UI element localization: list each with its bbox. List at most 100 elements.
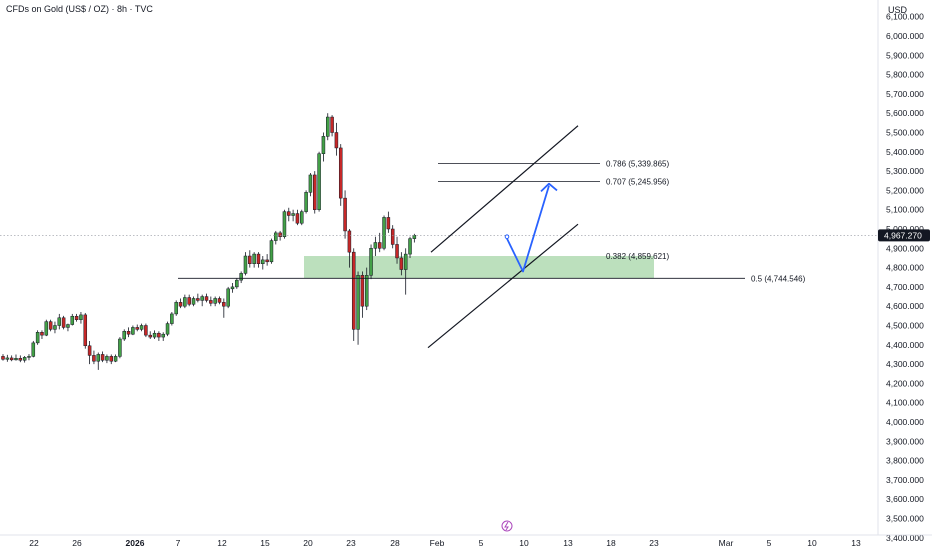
candle-body-down — [126, 331, 131, 335]
candle-body-up — [27, 356, 31, 358]
candle — [157, 331, 161, 341]
candle — [403, 248, 408, 295]
candle — [18, 355, 23, 363]
price-tick-label: 5,800.000 — [886, 70, 924, 80]
candlestick-series — [1, 113, 417, 370]
candle — [390, 225, 395, 249]
price-tick-label: 4,200.000 — [886, 378, 924, 388]
candle-body-up — [5, 357, 10, 360]
candle — [369, 244, 373, 280]
candle-body-up — [300, 211, 304, 224]
current-price-label: 4,967.270 — [884, 230, 922, 240]
candle-body-down — [178, 302, 183, 307]
time-tick-label: 13 — [563, 538, 573, 548]
candle — [295, 209, 300, 226]
candle-body-up — [170, 313, 174, 324]
time-tick-label: 23 — [346, 538, 356, 548]
candle — [87, 340, 92, 365]
candle-body-down — [109, 356, 113, 362]
candle-body-down — [217, 298, 222, 303]
candle — [131, 325, 135, 336]
candle — [61, 315, 66, 330]
time-tick-label: 22 — [29, 538, 39, 548]
support-zone — [304, 256, 654, 279]
candle — [35, 330, 40, 345]
time-tick-label: 18 — [606, 538, 616, 548]
drawing-tools[interactable]: 0.786 (5,339.865) 0.707 (5,245.956) 0.382 … — [0, 125, 878, 349]
price-tick-label: 6,100.000 — [886, 12, 924, 22]
candle-body-down — [83, 314, 88, 347]
lightning-event-icon[interactable] — [501, 520, 513, 532]
candle — [14, 354, 18, 361]
candle-body-up — [373, 242, 378, 249]
candle — [178, 298, 183, 309]
candle — [135, 324, 139, 332]
time-tick-label: 15 — [260, 538, 270, 548]
candle-body-down — [100, 354, 105, 361]
candle — [308, 173, 313, 197]
price-tick-label: 3,700.000 — [886, 475, 924, 485]
candle — [152, 330, 157, 340]
candle — [213, 296, 217, 307]
candle-body-down — [222, 302, 226, 307]
candle-body-down — [360, 275, 365, 307]
candle-body-down — [330, 116, 334, 133]
candle — [317, 151, 321, 212]
anchor-point — [504, 234, 510, 240]
candle-body-up — [382, 217, 386, 249]
price-tick-label: 4,000.000 — [886, 417, 924, 427]
candle — [200, 294, 204, 307]
candle-body-up — [369, 248, 373, 276]
candle-body-up — [356, 275, 360, 330]
candle-body-up — [161, 333, 165, 338]
candle — [334, 122, 339, 156]
time-axis[interactable]: 22 26 2026 7 12 15 20 23 28 Feb 5 10 13 18 23 Mar 5 10 13 — [0, 520, 932, 548]
candle-body-up — [66, 324, 70, 328]
candle — [209, 296, 213, 307]
candle — [191, 296, 196, 307]
candle — [1, 354, 5, 361]
candle-body-down — [135, 327, 139, 330]
candle-body-up — [321, 136, 326, 154]
channel-lower-line — [427, 223, 579, 349]
candle-body-up — [152, 332, 157, 338]
time-tick-label: 12 — [217, 538, 227, 548]
candle-body-down — [87, 345, 92, 356]
candle — [57, 313, 62, 330]
candle-body-up — [364, 275, 369, 307]
candle-body-down — [148, 334, 152, 338]
candle-body-up — [122, 331, 126, 340]
price-tick-label: 5,400.000 — [886, 147, 924, 157]
candle — [243, 252, 248, 276]
candle — [204, 293, 209, 303]
candle-body-up — [131, 327, 135, 335]
price-tick-label: 5,300.000 — [886, 166, 924, 176]
candle — [330, 115, 334, 137]
support-zone-rectangle[interactable] — [304, 256, 654, 279]
candle — [74, 313, 79, 322]
candle-body-up — [403, 253, 408, 270]
candle — [282, 209, 287, 239]
price-axis[interactable]: 3,400.000 3,500.000 3,600.000 3,700.000 3,80… — [877, 0, 930, 543]
candle-body-down — [248, 255, 252, 264]
price-tick-label: 6,000.000 — [886, 31, 924, 41]
candle-body-down — [256, 253, 261, 264]
candle-body-up — [105, 356, 109, 361]
candle — [27, 354, 31, 361]
time-tick-label: 5 — [479, 538, 484, 548]
candle — [261, 256, 265, 270]
time-tick-label: 23 — [649, 538, 659, 548]
candle — [217, 296, 222, 305]
price-tick-label: 4,400.000 — [886, 340, 924, 350]
candle-body-down — [390, 228, 395, 245]
candle-body-down — [1, 356, 5, 360]
price-tick-label: 5,600.000 — [886, 108, 924, 118]
candle-body-up — [96, 354, 101, 362]
candle — [343, 190, 347, 239]
candle-body-up — [235, 279, 239, 288]
candle-body-up — [22, 357, 27, 361]
candle — [165, 321, 170, 337]
candle-body-down — [395, 244, 399, 259]
candle-body-down — [295, 213, 300, 224]
